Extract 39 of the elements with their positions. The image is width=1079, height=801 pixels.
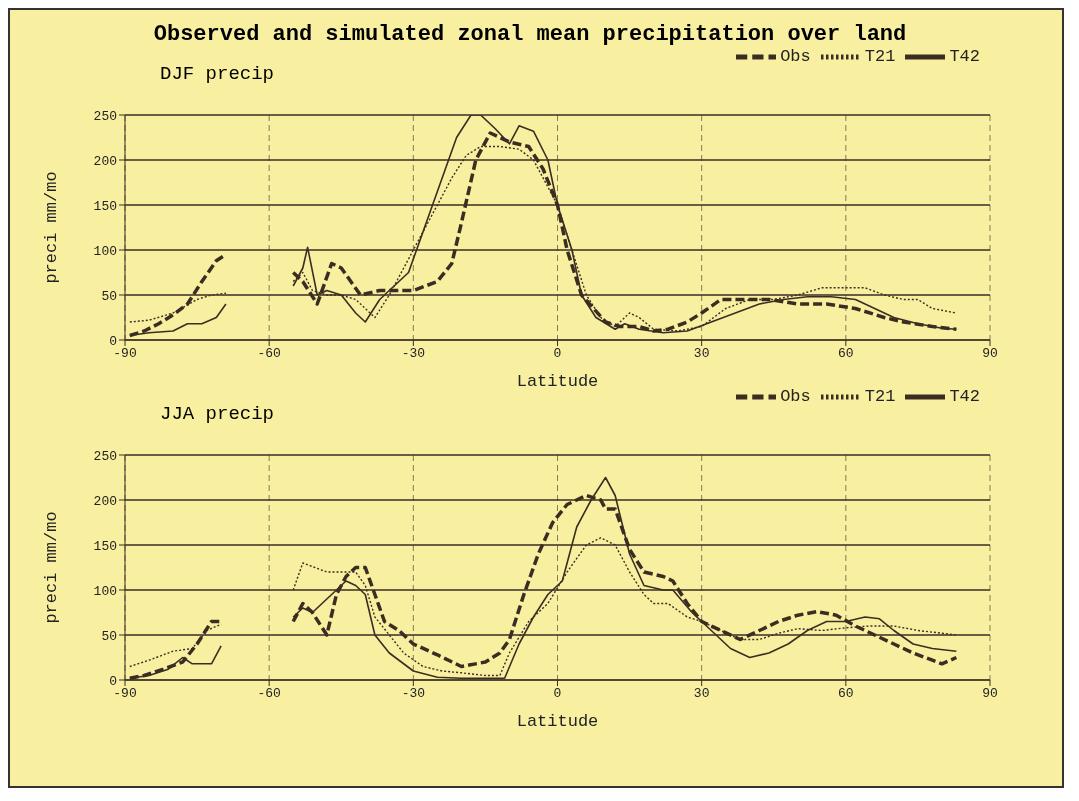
legend-label: Obs xyxy=(780,47,811,67)
chart-subtitle: DJF precip xyxy=(160,63,275,85)
y-tick-label: 0 xyxy=(109,673,117,689)
x-tick-label: 60 xyxy=(838,346,854,362)
y-tick-label: 100 xyxy=(93,243,117,259)
x-tick-label: -30 xyxy=(401,346,426,362)
y-tick-label: 0 xyxy=(109,333,117,349)
x-tick-label: -90 xyxy=(113,686,137,702)
y-tick-label: 200 xyxy=(93,153,117,169)
legend-label: T42 xyxy=(949,387,980,407)
legend-label: Obs xyxy=(780,387,811,407)
x-tick-label: 30 xyxy=(693,346,710,362)
chart-subtitle: JJA precip xyxy=(160,403,275,425)
y-tick-label: 250 xyxy=(93,108,117,124)
y-tick-label: 200 xyxy=(93,493,117,509)
legend-label: T42 xyxy=(949,47,980,67)
y-tick-label: 50 xyxy=(101,628,117,644)
x-tick-label: -30 xyxy=(401,686,426,702)
y-axis-title: preci mm/mo xyxy=(42,511,62,624)
x-tick-label: 0 xyxy=(553,346,562,362)
x-tick-label: 90 xyxy=(982,346,998,362)
legend-label: T21 xyxy=(864,47,896,67)
x-tick-label: -60 xyxy=(257,686,281,702)
x-tick-label: 30 xyxy=(693,686,710,702)
x-tick-label: 0 xyxy=(553,686,562,702)
y-tick-label: 100 xyxy=(93,583,117,599)
y-tick-label: 150 xyxy=(93,198,117,214)
x-axis-title: Latitude xyxy=(516,712,599,731)
y-tick-label: 50 xyxy=(101,288,117,304)
x-tick-label: 60 xyxy=(838,686,854,702)
chart-title: Observed and simulated zonal mean precipitation over land xyxy=(152,22,908,47)
y-axis-title: preci mm/mo xyxy=(42,171,62,284)
y-tick-label: 250 xyxy=(93,448,117,464)
y-tick-label: 150 xyxy=(93,538,117,554)
x-tick-label: 90 xyxy=(982,686,998,702)
x-tick-label: -90 xyxy=(113,346,137,362)
x-axis-title: Latitude xyxy=(516,372,599,391)
legend-label: T21 xyxy=(864,387,896,407)
x-tick-label: -60 xyxy=(257,346,281,362)
